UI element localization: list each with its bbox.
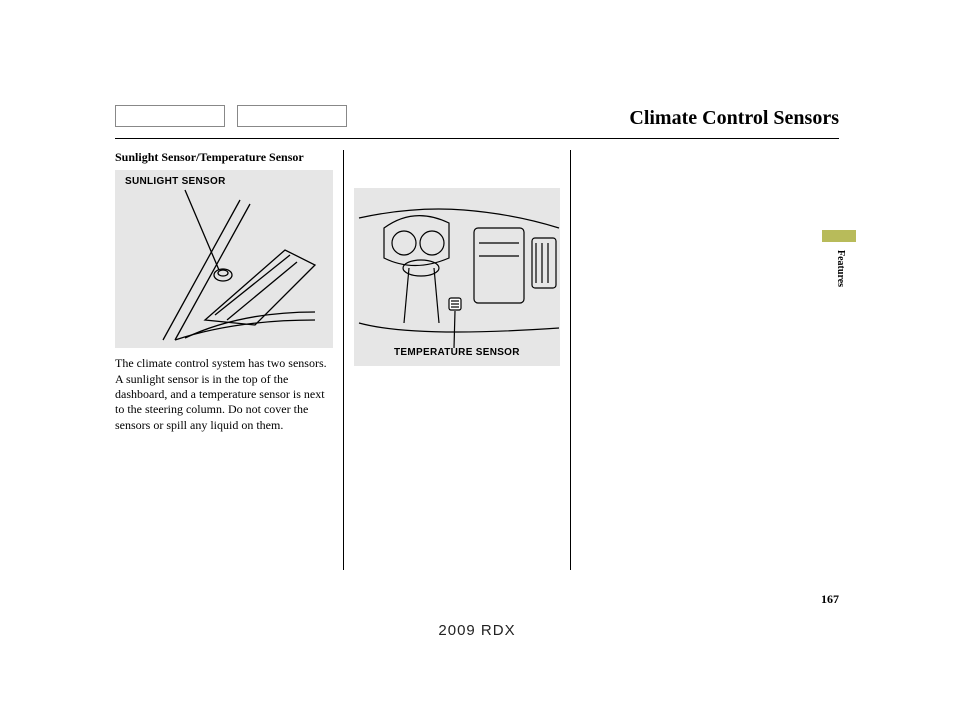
section-tab-label: Features <box>835 250 846 287</box>
section-tab <box>822 230 856 242</box>
title-rule <box>115 138 839 139</box>
figure-label-temperature: TEMPERATURE SENSOR <box>394 347 520 358</box>
sunlight-sensor-svg <box>115 170 333 348</box>
column-1: Sunlight Sensor/Temperature Sensor SUNLI… <box>115 150 343 570</box>
content-columns: Sunlight Sensor/Temperature Sensor SUNLI… <box>115 150 840 570</box>
nav-box-row <box>115 105 347 127</box>
nav-box-2[interactable] <box>237 105 347 127</box>
column-3 <box>571 150 799 570</box>
column-2: TEMPERATURE SENSOR <box>343 150 571 570</box>
section-heading: Sunlight Sensor/Temperature Sensor <box>115 150 333 164</box>
figure-temperature-sensor: TEMPERATURE SENSOR <box>354 188 560 366</box>
figure-sunlight-sensor: SUNLIGHT SENSOR <box>115 170 333 348</box>
page-number: 167 <box>821 592 839 607</box>
page-title: Climate Control Sensors <box>629 107 839 130</box>
manual-page: Climate Control Sensors Sunlight Sensor/… <box>0 0 954 710</box>
nav-box-1[interactable] <box>115 105 225 127</box>
body-paragraph: The climate control system has two senso… <box>115 356 333 433</box>
temperature-sensor-svg <box>354 188 562 366</box>
footer-model-year: 2009 RDX <box>0 622 954 639</box>
